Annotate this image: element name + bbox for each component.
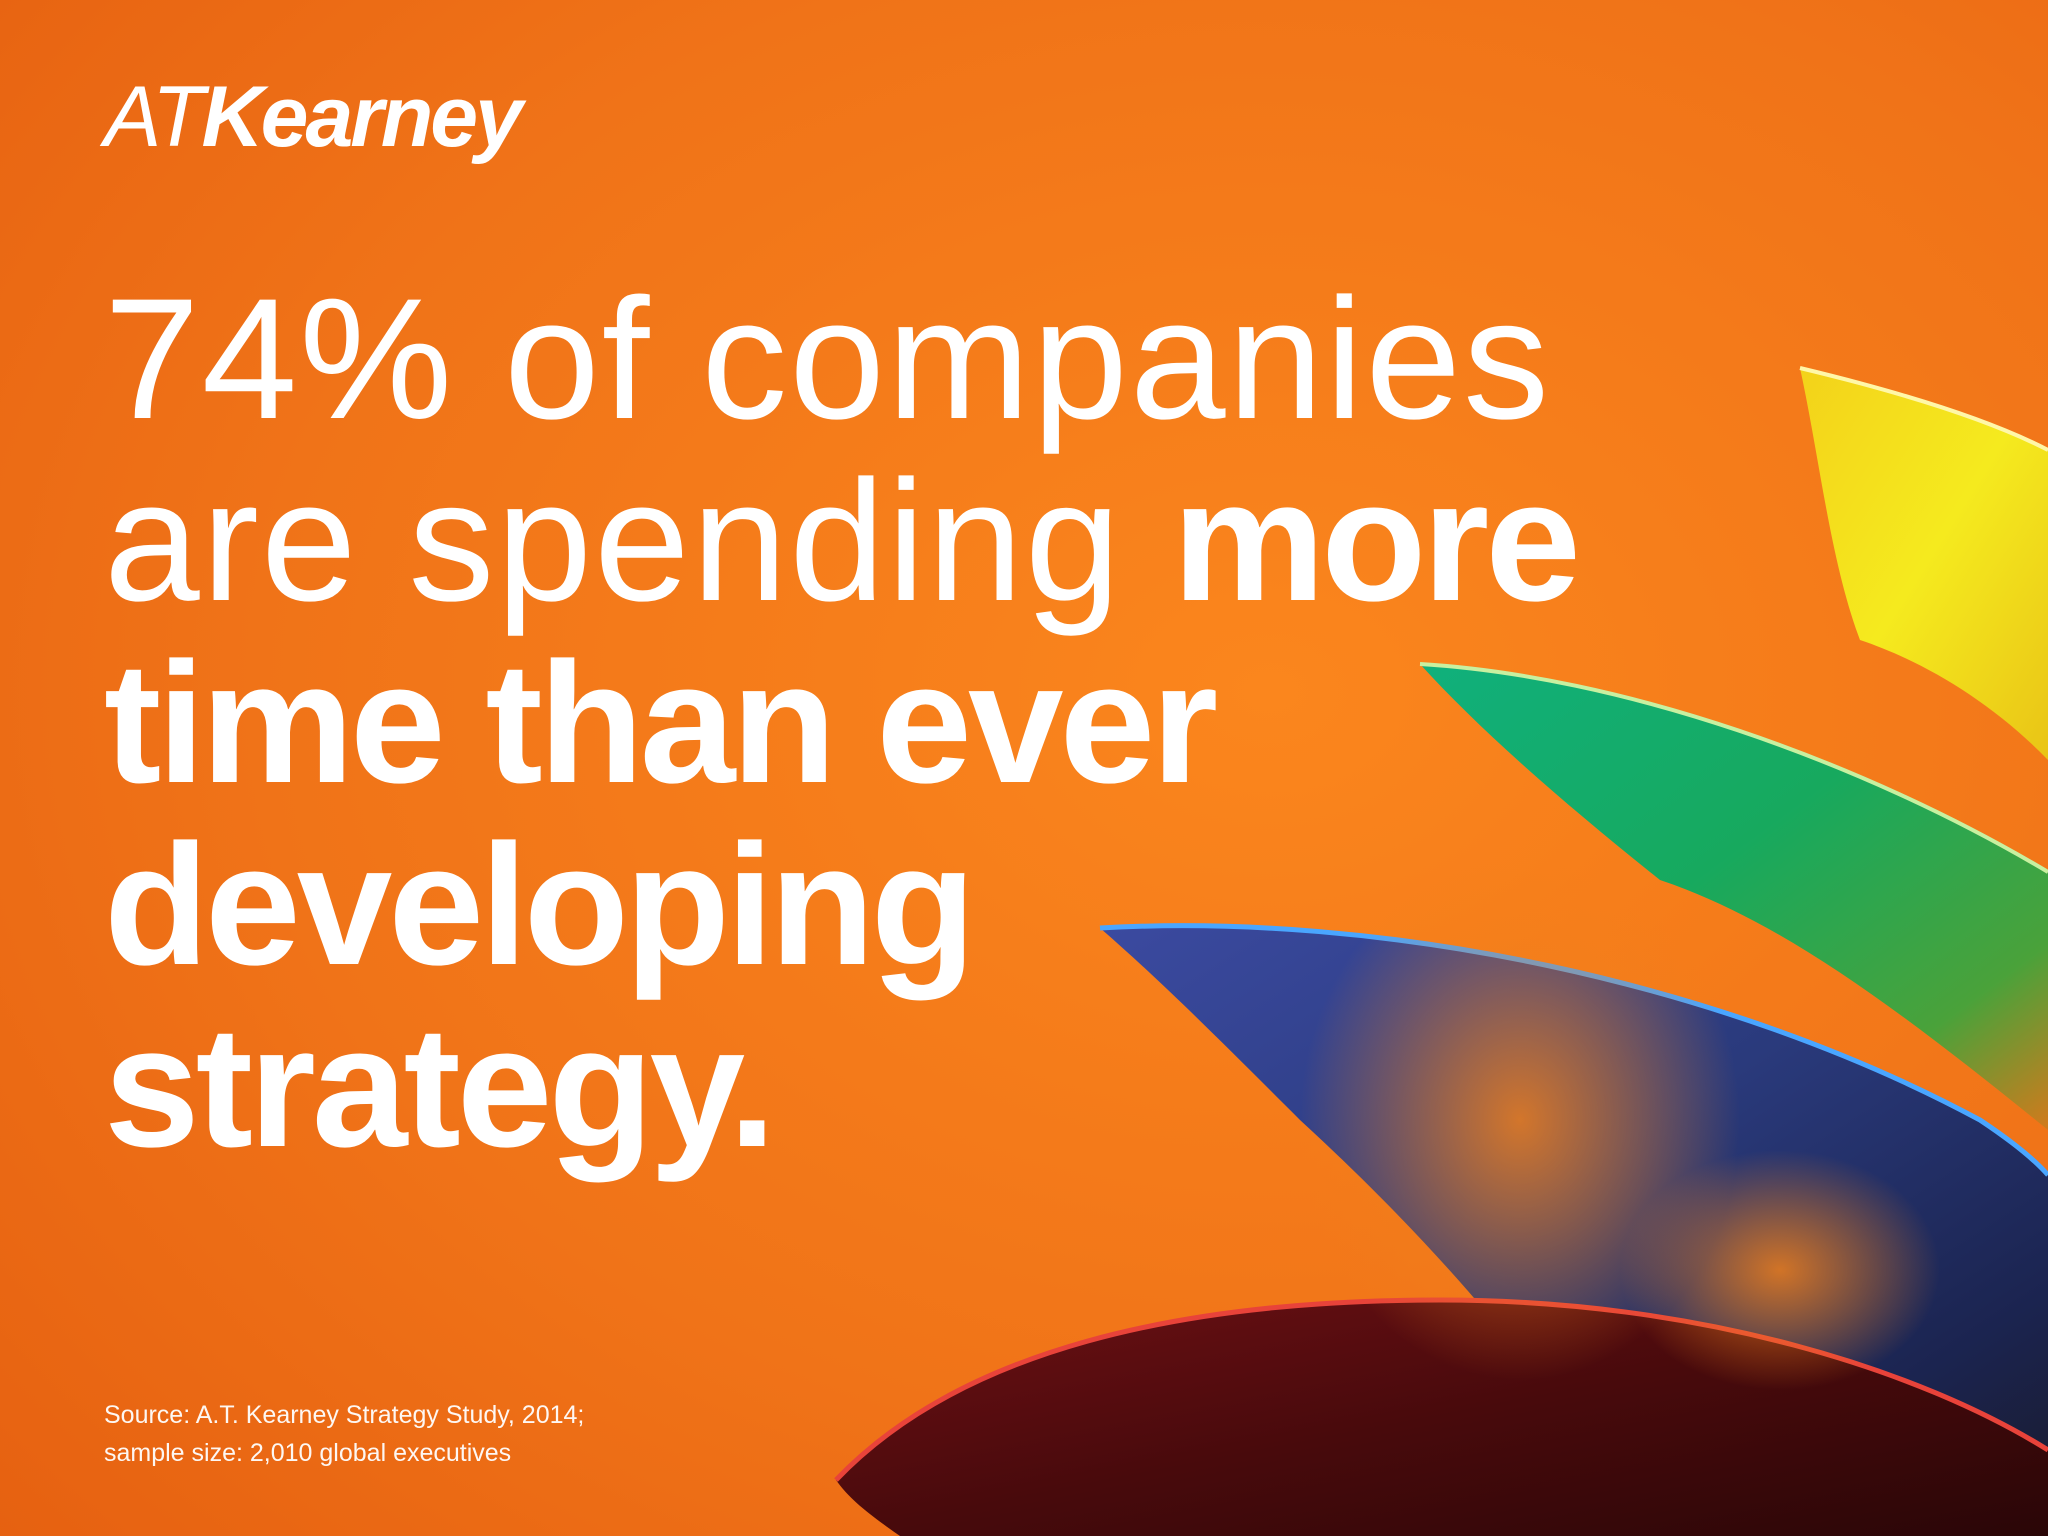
headline-line-2: are spending more: [104, 450, 1664, 632]
logo-name: Kearney: [201, 69, 523, 165]
source-line-2: sample size: 2,010 global executives: [104, 1439, 512, 1467]
logo-prefix: AT: [104, 69, 205, 165]
source-line-1: Source: A.T. Kearney Strategy Study, 201…: [104, 1401, 585, 1429]
headline-line-1: 74% of companies: [104, 263, 1552, 455]
headline-line-4: developing: [104, 809, 976, 1001]
headline-line-2-bold: more: [1172, 445, 1581, 637]
source-note: Source: A.T. Kearney Strategy Study, 201…: [104, 1396, 584, 1472]
headline-line-3: time than ever: [104, 627, 1218, 819]
brand-logo: ATKearney: [104, 62, 523, 172]
headline-line-2-light: are spending: [104, 445, 1173, 637]
headline-line-5: strategy.: [104, 991, 776, 1183]
headline: 74% of companies are spending more time …: [104, 268, 1664, 1178]
